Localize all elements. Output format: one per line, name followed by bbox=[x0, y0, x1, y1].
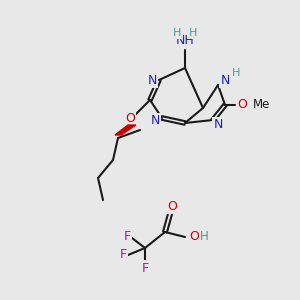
Text: H: H bbox=[232, 68, 240, 78]
Text: O: O bbox=[167, 200, 177, 212]
Text: F: F bbox=[119, 248, 127, 262]
Text: Me: Me bbox=[253, 98, 270, 112]
Text: NH: NH bbox=[176, 34, 194, 46]
Polygon shape bbox=[115, 125, 136, 135]
Text: O: O bbox=[189, 230, 199, 244]
Text: O: O bbox=[237, 98, 247, 112]
Text: N: N bbox=[220, 74, 230, 86]
Text: H: H bbox=[200, 230, 209, 244]
Text: N: N bbox=[150, 115, 160, 128]
Text: F: F bbox=[141, 262, 148, 275]
Text: N: N bbox=[147, 74, 157, 86]
Text: O: O bbox=[125, 112, 135, 125]
Text: N: N bbox=[213, 118, 223, 131]
Text: H: H bbox=[189, 28, 197, 38]
Text: H: H bbox=[173, 28, 181, 38]
Text: F: F bbox=[123, 230, 130, 242]
